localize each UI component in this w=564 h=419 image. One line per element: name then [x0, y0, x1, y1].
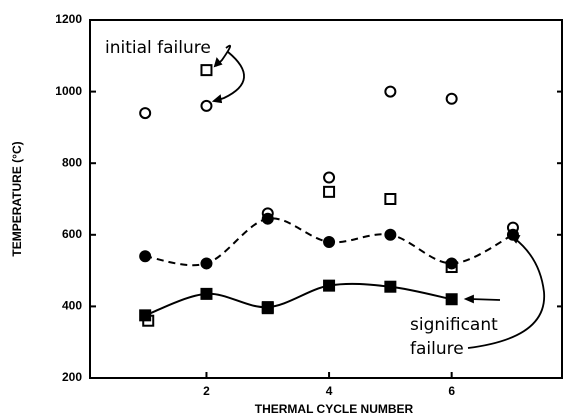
x-tick-label: 4 — [326, 384, 333, 398]
point — [200, 99, 213, 112]
y-axis-label: TEMPERATURE (°C) — [10, 141, 24, 256]
curve — [144, 282, 452, 317]
point — [384, 228, 397, 241]
point — [323, 279, 336, 292]
point — [506, 228, 519, 241]
y-tick-label: 600 — [62, 227, 82, 241]
y-tick-label: 400 — [62, 299, 82, 313]
annotation: failure — [410, 339, 464, 359]
x-axis-label: THERMAL CYCLE NUMBER — [255, 402, 414, 416]
arrow — [214, 51, 245, 102]
point — [139, 107, 152, 120]
x-tick-label: 6 — [448, 384, 455, 398]
arrowheads — [211, 57, 521, 304]
annotation-arrows — [211, 44, 545, 349]
point — [261, 212, 274, 225]
point — [200, 287, 213, 300]
point — [445, 293, 458, 306]
y-tick-label: 800 — [62, 155, 82, 169]
arrow — [469, 298, 501, 301]
y-tick-label: 1000 — [55, 84, 82, 98]
point — [323, 235, 336, 248]
point — [384, 280, 397, 293]
annotation: significant — [410, 315, 498, 335]
point — [384, 85, 397, 98]
point — [323, 185, 336, 198]
point — [200, 257, 213, 270]
x-tick-label: 2 — [203, 384, 210, 398]
plot-frame — [89, 19, 563, 379]
arrow — [467, 237, 545, 349]
annotation: initial failure — [105, 38, 211, 58]
point — [384, 193, 397, 205]
point — [261, 301, 274, 314]
y-tick-label: 1200 — [55, 12, 82, 26]
point — [139, 250, 152, 263]
point — [200, 64, 213, 77]
point — [139, 309, 152, 322]
point — [323, 171, 336, 184]
y-tick-label: 200 — [62, 370, 82, 384]
arrow — [215, 44, 232, 67]
point — [445, 257, 458, 270]
point — [445, 92, 458, 105]
